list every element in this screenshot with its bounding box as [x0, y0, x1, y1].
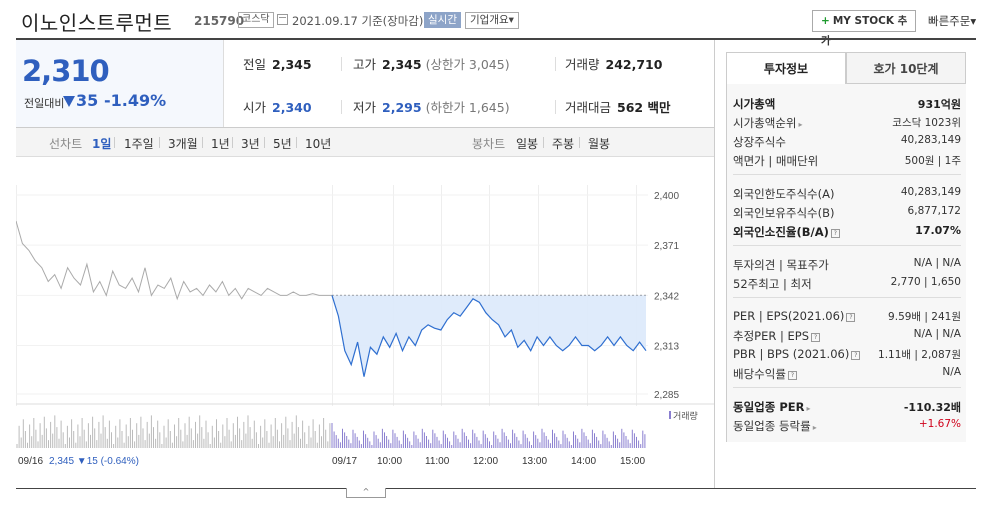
- row-foreign-ratio: 외국인소진율(B/A)? 17.07%: [733, 224, 961, 239]
- candle-chart-label: 봉차트: [472, 137, 506, 151]
- info-tabs: 투자정보 호가 10단계: [726, 52, 966, 84]
- period-1d[interactable]: 1일: [92, 137, 112, 151]
- price-change-pct: -1.49%: [104, 91, 167, 110]
- period-bar: 선차트 1일 1주일 3개월 1년 3년 5년 10년 봉차트 일봉 주봉 월봉: [16, 128, 714, 157]
- prev-day-summary: 2,345 ▼15 (-0.64%): [49, 456, 139, 467]
- market-badge: 코스닥: [238, 12, 274, 28]
- x-tick-label: 09/17: [332, 456, 357, 467]
- divider: [16, 38, 976, 40]
- base-date: 2021.09.17 기준(장마감): [292, 14, 424, 28]
- quick-order-button[interactable]: 빠른주문▾: [928, 14, 977, 28]
- prev-day-line: [15, 220, 332, 301]
- current-price: 2,310: [22, 54, 110, 88]
- period-3m[interactable]: 3개월: [168, 137, 198, 151]
- y-tick-label: 2,313: [654, 342, 679, 353]
- row-market-cap: 시가총액 931억원: [733, 97, 961, 111]
- stat-volume: 거래량 242,710: [565, 57, 663, 72]
- help-icon[interactable]: ?: [851, 351, 861, 360]
- help-icon[interactable]: ?: [830, 229, 840, 238]
- divider: [714, 40, 715, 488]
- stock-header: 이노인스트루먼트 215790 코스닥 2021.09.17 기준(장마감) 실…: [0, 0, 1003, 47]
- stat-amount: 거래대금 562 백만: [565, 100, 671, 115]
- tab-investment-info[interactable]: 투자정보: [726, 52, 846, 84]
- divider: [16, 488, 976, 489]
- row-est-per: 추정PER | EPS? N/A | N/A: [733, 328, 961, 343]
- row-listed-shares: 상장주식수 40,283,149: [733, 134, 961, 149]
- candle-weekly[interactable]: 주봉: [552, 137, 575, 151]
- price-change: 35: [76, 91, 99, 110]
- today-line: [331, 295, 647, 377]
- stat-open: 시가 2,340: [243, 100, 312, 115]
- line-chart-label: 선차트: [49, 137, 83, 151]
- row-pbr-bps: PBR | BPS (2021.06)? 1.11배 | 2,087원: [733, 347, 961, 361]
- volume-legend: 거래량: [673, 410, 698, 421]
- period-10y[interactable]: 10년: [305, 137, 332, 151]
- price-stats: 전일 2,345 고가 2,345 (상한가 3,045) 거래량 242,710 시가…: [225, 40, 713, 127]
- collapse-toggle-button[interactable]: ^: [346, 488, 386, 498]
- divider: [16, 127, 714, 128]
- info-table: 시가총액 931억원 시가총액순위 ▸ 코스닥 1023위 상장주식수 40,283,1…: [726, 84, 966, 442]
- chevron-right-icon: ▸: [798, 120, 803, 129]
- tab-orderbook-10[interactable]: 호가 10단계: [846, 52, 966, 84]
- row-dividend: 배당수익률? N/A: [733, 366, 961, 381]
- period-3y[interactable]: 3년: [241, 137, 260, 151]
- row-foreign-limit: 외국인한도주식수(A) 40,283,149: [733, 186, 961, 201]
- stock-name: 이노인스트루먼트: [21, 11, 173, 35]
- row-sector-change[interactable]: 동일업종 등락률 ▸ +1.67%: [733, 418, 961, 433]
- row-market-cap-rank[interactable]: 시가총액순위 ▸ 코스닥 1023위: [733, 116, 961, 130]
- period-1w[interactable]: 1주일: [124, 137, 154, 151]
- stat-prev-close: 전일 2,345: [243, 57, 312, 72]
- stock-code: 215790: [194, 14, 245, 28]
- mystock-add-button[interactable]: + MY STOCK 추가: [812, 10, 916, 47]
- row-per-eps: PER | EPS(2021.06)? 9.59배 | 241원: [733, 309, 961, 323]
- period-5y[interactable]: 5년: [273, 137, 292, 151]
- chevron-right-icon: ▸: [812, 423, 817, 432]
- prev-diff-label: 전일대비: [24, 97, 65, 110]
- row-foreign-holding: 외국인보유주식수(B) 6,877,172: [733, 205, 961, 220]
- price-chart-svg: 2,400 2,371 2,342 2,313 2,285 거래량 09/17 10:00 11…: [15, 185, 714, 467]
- x-tick-label: 15:00: [620, 456, 645, 467]
- x-tick-label: 11:00: [425, 456, 450, 467]
- investment-info-panel: 투자정보 호가 10단계 시가총액 931억원 시가총액순위 ▸ 코스닥 1023위 …: [726, 52, 966, 442]
- company-info-button[interactable]: 기업개요▾: [465, 12, 519, 29]
- price-chart: 2,400 2,371 2,342 2,313 2,285 거래량 09/17 10:00 11…: [15, 158, 714, 488]
- help-icon[interactable]: ?: [787, 371, 797, 380]
- x-tick-label: 13:00: [522, 456, 547, 467]
- y-tick-label: 2,285: [654, 390, 679, 401]
- x-tick-label: 10:00: [377, 456, 402, 467]
- down-triangle-icon: [63, 96, 75, 107]
- x-tick-label: 14:00: [571, 456, 596, 467]
- y-tick-label: 2,400: [654, 191, 679, 202]
- plus-icon: +: [821, 15, 830, 27]
- period-1y[interactable]: 1년: [211, 137, 230, 151]
- stat-high: 고가 2,345 (상한가 3,045): [353, 57, 510, 72]
- row-opinion: 투자의견 | 목표주가 N/A | N/A: [733, 257, 961, 272]
- y-tick-label: 2,342: [654, 291, 679, 302]
- change-area: [332, 295, 646, 377]
- x-tick-label: 12:00: [473, 456, 498, 467]
- row-sector-per[interactable]: 동일업종 PER ▸ -110.32배: [733, 400, 961, 414]
- volume-legend-swatch: [669, 411, 671, 419]
- realtime-button[interactable]: 실시간: [424, 12, 461, 28]
- help-icon[interactable]: ?: [811, 333, 821, 342]
- help-icon[interactable]: ?: [846, 313, 856, 322]
- calendar-icon: [277, 14, 288, 25]
- row-face-value: 액면가 | 매매단위 500원 | 1주: [733, 154, 961, 168]
- prev-day-label: 09/16: [18, 456, 43, 467]
- stat-low: 저가 2,295 (하한가 1,645): [353, 100, 510, 115]
- y-tick-label: 2,371: [654, 241, 679, 252]
- row-52w: 52주최고 | 최저 2,770 | 1,650: [733, 276, 961, 291]
- chevron-right-icon: ▸: [806, 404, 811, 413]
- price-block: 2,310 전일대비 35 -1.49%: [16, 40, 224, 127]
- candle-monthly[interactable]: 월봉: [588, 137, 611, 151]
- candle-daily[interactable]: 일봉: [516, 137, 539, 151]
